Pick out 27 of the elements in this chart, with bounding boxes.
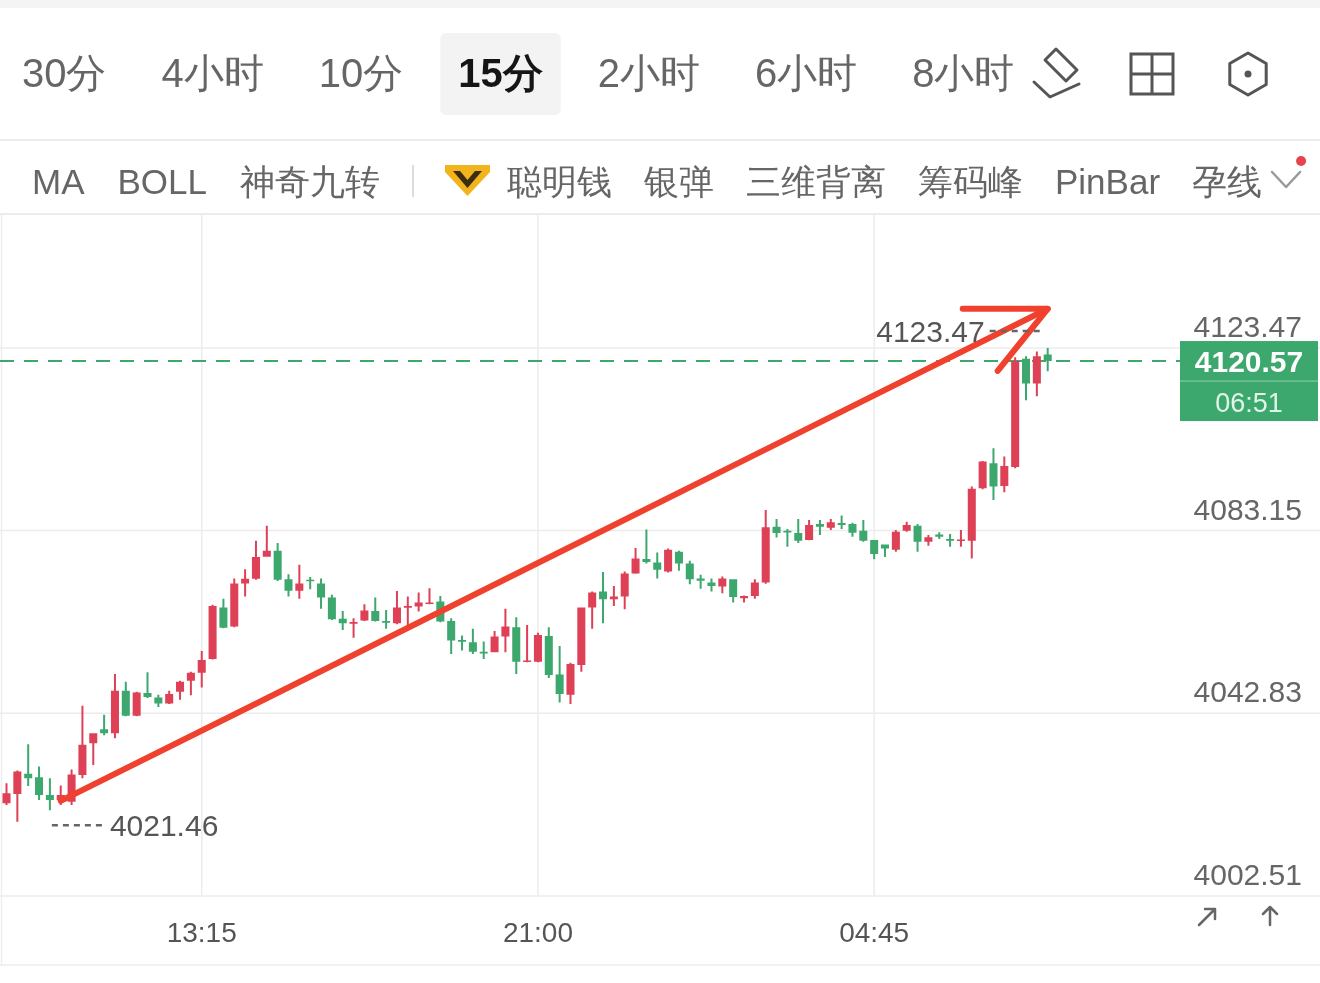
text: 15分 [458, 51, 543, 95]
text: 4021.46 [109, 809, 219, 843]
x-tick-label: 04:45 [839, 917, 910, 948]
category-label: 神奇九转 [240, 162, 380, 201]
text: 06:51 [1215, 388, 1283, 419]
category-label: 2小时 [597, 51, 700, 95]
category-label: 8小时 [912, 51, 1015, 95]
text: 4123.47 [876, 314, 985, 348]
x-tick-label: 13:15 [166, 917, 237, 948]
category-label: MA [32, 162, 86, 201]
category-label: PinBar [1055, 162, 1161, 201]
category-label: 筹码峰 [918, 162, 1023, 201]
category-label: BOLL [117, 162, 207, 201]
y-tick-label: 4083.15 [1193, 492, 1302, 526]
category-label: 6小时 [755, 51, 858, 95]
category-label: 银弹 [643, 162, 714, 201]
ref-line-label: 4120.57 [1194, 345, 1304, 379]
category-label: 30分 [22, 51, 107, 95]
category-label: 10分 [318, 51, 404, 95]
x-tick-label: 21:00 [502, 917, 573, 948]
category-label: 孕线 [1192, 162, 1263, 201]
y-tick-label: 4042.83 [1193, 675, 1302, 709]
category-label: 聪明钱 [507, 162, 612, 201]
category-label: 4小时 [161, 51, 264, 95]
y-tick-label: 4123.47 [1193, 309, 1302, 343]
y-tick-label: 4002.51 [1193, 858, 1302, 891]
category-label: 三维背离 [746, 162, 886, 201]
